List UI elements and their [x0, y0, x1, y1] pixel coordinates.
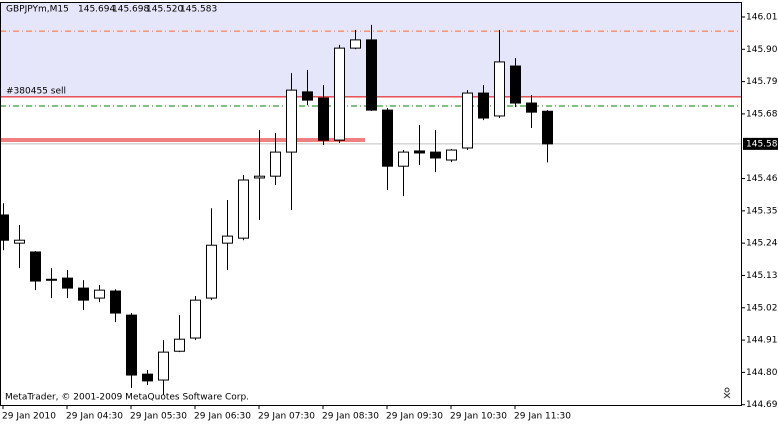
candle-body [174, 338, 185, 352]
candle-body [126, 314, 137, 376]
header-open: 145.694 [78, 5, 115, 15]
candle-body [462, 92, 473, 149]
candle-body [286, 89, 297, 153]
candle-body [414, 150, 425, 154]
candle-body [302, 91, 313, 101]
current-price-label: 145.583 [746, 139, 778, 149]
candle-body [542, 110, 553, 145]
y-tick-label: 145.245 [746, 239, 778, 249]
header-close: 145.583 [180, 5, 217, 15]
y-tick-label: 144.915 [746, 336, 778, 346]
candle-body [430, 151, 441, 159]
candle-body [382, 109, 393, 167]
x-tick-label: 29 Jan 05:30 [130, 412, 187, 422]
candle-body [238, 179, 249, 239]
level-label: #380455 sell [6, 86, 66, 96]
y-tick-label: 145.795 [746, 77, 778, 87]
candle-body [78, 287, 89, 301]
candle-body [510, 65, 521, 104]
candle-body [478, 92, 489, 119]
x-tick-label: 29 Jan 06:30 [194, 412, 251, 422]
candle-body [366, 39, 377, 111]
x-tick-label: 29 Jan 08:30 [322, 412, 379, 422]
candle-body [398, 151, 409, 167]
x-tick-label: 29 Jan 07:30 [258, 412, 315, 422]
y-tick-label: 145.685 [746, 109, 778, 119]
x-tick-label: 29 Jan 2010 [2, 412, 56, 422]
candle-body [334, 47, 345, 141]
candle-body [350, 39, 361, 49]
y-tick-label: 144.695 [746, 400, 778, 410]
y-tick-label: 145.465 [746, 174, 778, 184]
candle-body [190, 299, 201, 339]
candle-body [14, 239, 25, 244]
x-tick-label: 29 Jan 10:30 [450, 412, 507, 422]
x-tick-label: 29 Jan 11:30 [514, 412, 571, 422]
candle-body [46, 278, 57, 281]
chart-title: GBPJPYm,M15 [6, 5, 69, 15]
x-tick-label: 29 Jan 09:30 [386, 412, 443, 422]
candle-body [446, 149, 457, 161]
candle-body [254, 175, 265, 179]
y-tick-label: 145.905 [746, 45, 778, 55]
x-tick-label: 29 Jan 04:30 [66, 412, 123, 422]
header-low: 145.520 [146, 5, 183, 15]
y-tick-label: 145.355 [746, 206, 778, 216]
candle-body [270, 151, 281, 177]
y-tick-label: 146.015 [746, 12, 778, 22]
current-price-tag [743, 137, 778, 150]
copyright: MetaTrader, © 2001-2009 MetaQuotes Softw… [5, 393, 249, 403]
plot-frame [0, 2, 742, 406]
candle-body [110, 290, 121, 314]
icon [723, 387, 731, 399]
candle-body [318, 97, 329, 141]
candle-body [526, 102, 537, 113]
candle-body [222, 235, 233, 244]
candle-body [206, 244, 217, 299]
candle-body [62, 277, 73, 289]
y-tick-label: 145.025 [746, 303, 778, 313]
candle-body [94, 289, 105, 299]
candle-body [142, 373, 153, 382]
candle-body [494, 61, 505, 117]
y-tick-label: 145.135 [746, 271, 778, 281]
candle-body [30, 251, 41, 282]
candle-body [158, 351, 169, 381]
candle-body [0, 214, 9, 241]
y-tick-label: 144.805 [746, 368, 778, 378]
header-high: 145.698 [112, 5, 149, 15]
